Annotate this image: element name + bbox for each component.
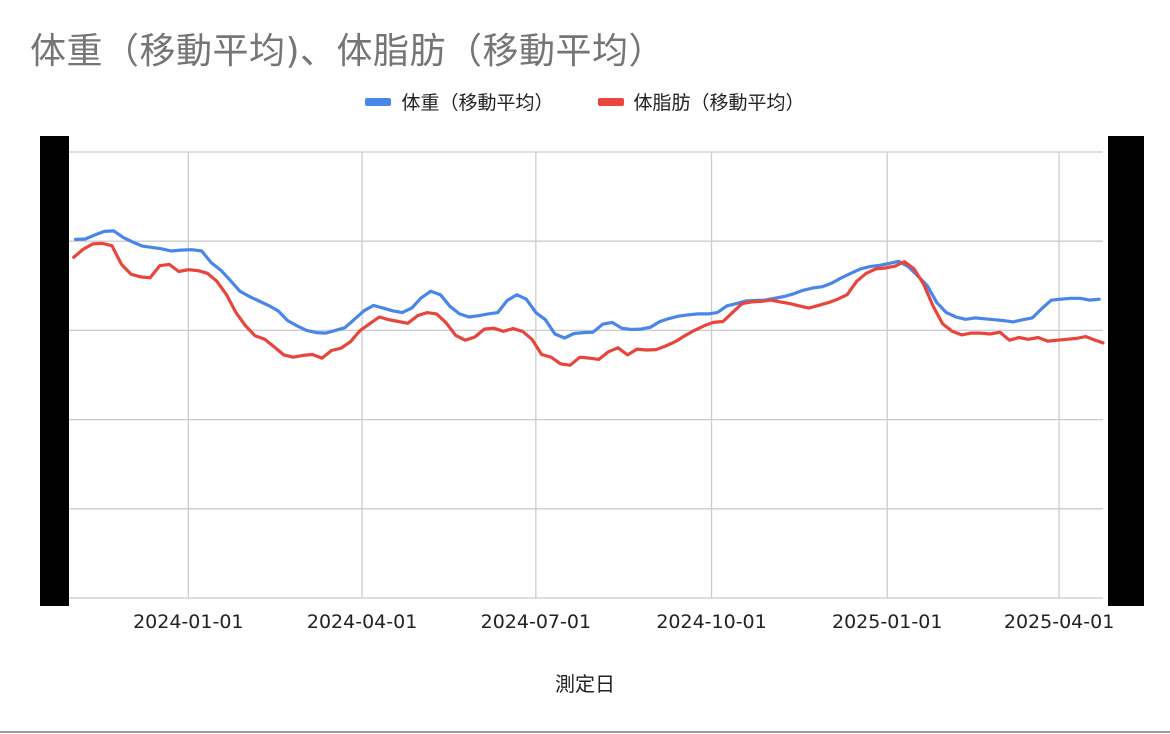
legend-label-weight: 体重（移動平均） bbox=[401, 92, 554, 114]
x-tick-label: 2024-01-01 bbox=[133, 611, 243, 633]
right-axis-redaction bbox=[1108, 136, 1144, 606]
x-tick-label: 2024-04-01 bbox=[307, 611, 417, 633]
x-axis-title: 測定日 bbox=[555, 672, 615, 696]
left-axis-redaction bbox=[40, 136, 69, 606]
bottom-divider bbox=[0, 731, 1170, 733]
legend-swatch-weight bbox=[365, 97, 392, 106]
legend-label-bodyfat: 体脂肪（移動平均） bbox=[633, 92, 805, 114]
x-tick-label: 2025-04-01 bbox=[1004, 611, 1114, 633]
bodyfat-series-line[interactable] bbox=[72, 241, 1105, 367]
chart-title: 体重（移動平均)、体脂肪（移動平均） bbox=[30, 31, 666, 72]
x-tick-label: 2024-10-01 bbox=[656, 611, 766, 633]
legend-item-weight[interactable]: 体重（移動平均） bbox=[365, 88, 554, 115]
legend-swatch-bodyfat bbox=[597, 97, 624, 106]
legend-item-bodyfat[interactable]: 体脂肪（移動平均） bbox=[597, 88, 805, 115]
x-tick-label: 2024-07-01 bbox=[481, 611, 591, 633]
legend: 体重（移動平均） 体脂肪（移動平均） bbox=[0, 88, 1170, 115]
x-tick-label: 2025-01-01 bbox=[832, 611, 942, 633]
weight-series-line[interactable] bbox=[74, 229, 1101, 340]
